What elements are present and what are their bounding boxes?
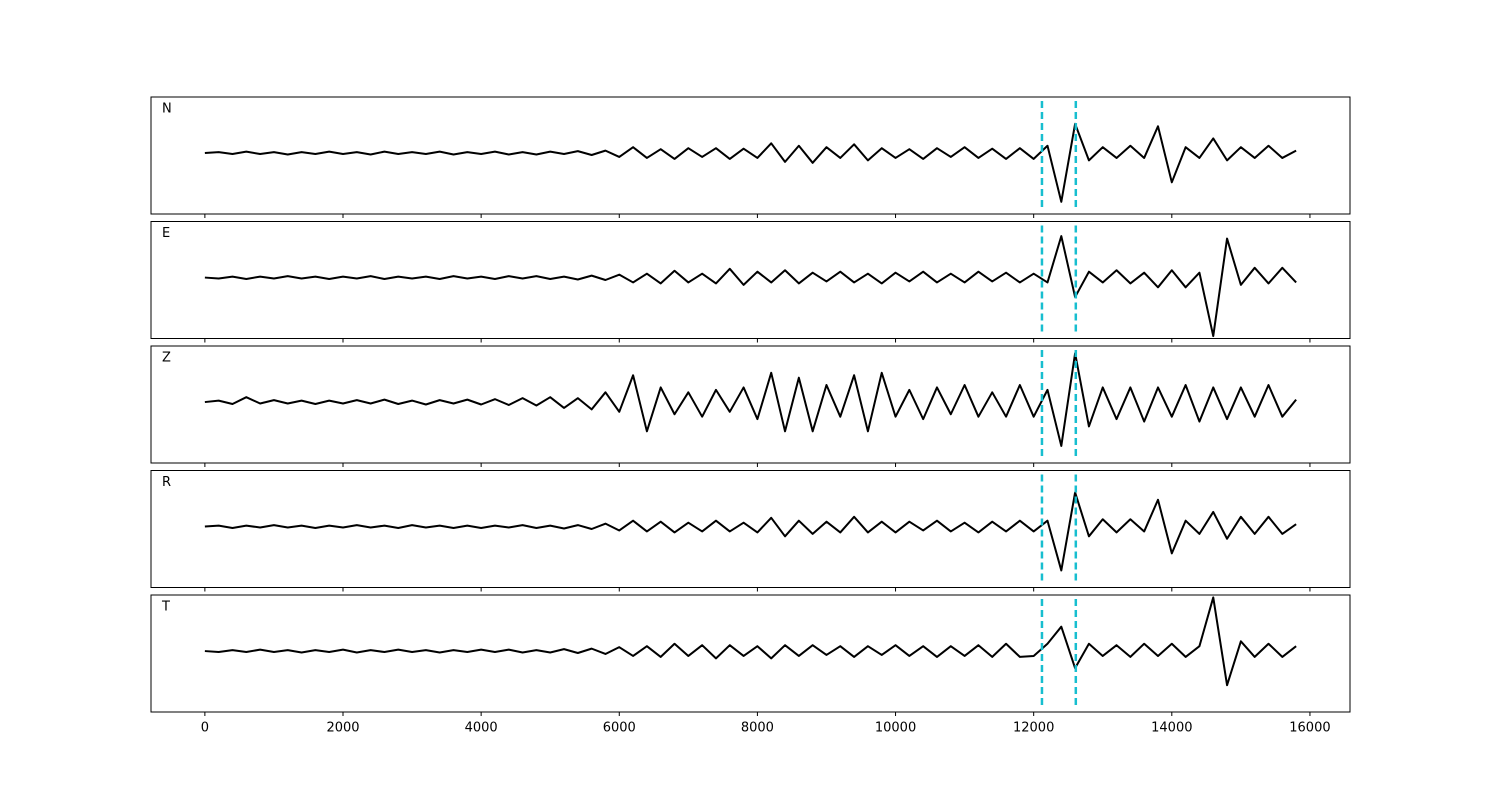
panel-frame — [150, 96, 1351, 215]
panel-frame — [150, 594, 1351, 713]
panel-frame — [150, 470, 1351, 588]
panel — [150, 345, 1351, 464]
panel-label: T — [161, 600, 170, 615]
x-tick-label: 14000 — [1151, 721, 1192, 736]
panel-label: R — [162, 475, 171, 490]
panel — [150, 470, 1351, 588]
trace — [204, 122, 1297, 203]
panel — [150, 594, 1351, 713]
trace — [204, 235, 1297, 338]
x-tick-label: 8000 — [741, 721, 774, 736]
x-tick-label: 0 — [201, 721, 209, 736]
x-tick-label: 4000 — [465, 721, 498, 736]
panel — [150, 96, 1351, 215]
x-tick-label: 16000 — [1289, 721, 1330, 736]
trace — [204, 352, 1297, 447]
x-tick-label: 6000 — [603, 721, 636, 736]
panel-label: E — [162, 226, 170, 241]
x-tick-label: 10000 — [875, 721, 916, 736]
trace — [204, 491, 1297, 572]
panel-frame — [150, 221, 1351, 339]
panel — [150, 221, 1351, 339]
x-tick-label: 2000 — [326, 721, 359, 736]
panel-label: N — [162, 102, 172, 117]
trace — [204, 596, 1297, 687]
panel-label: Z — [162, 351, 171, 366]
panel-frame — [150, 345, 1351, 464]
x-tick-label: 12000 — [1013, 721, 1054, 736]
